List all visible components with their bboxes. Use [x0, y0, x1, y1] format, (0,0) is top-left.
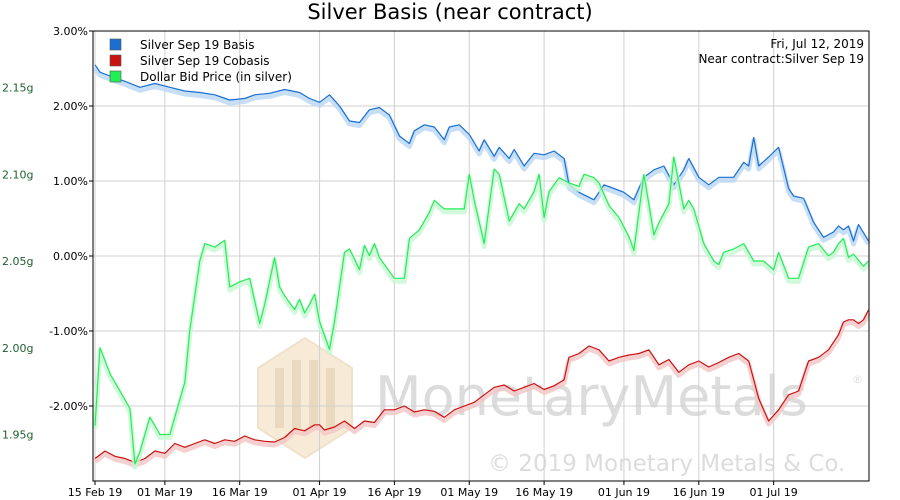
right-tick-label: 2.15g: [2, 82, 33, 95]
right-axis-ticks: 2.15g 2.10g 2.05g 2.00g 1.95g: [2, 82, 33, 442]
left-axis-ticks: 3.00% 2.00% 1.00% 0.00% -1.00% -2.00%: [49, 25, 93, 413]
right-tick-label: 2.10g: [2, 168, 33, 181]
series-line-3: [94, 156, 869, 465]
right-tick-label: 2.05g: [2, 255, 33, 268]
series-line-1: [94, 64, 870, 242]
legend-swatch: [109, 70, 122, 83]
left-tick-label: -2.00%: [49, 400, 88, 413]
annotation-date: Fri, Jul 12, 2019: [770, 37, 864, 51]
left-tick-label: 0.00%: [53, 250, 88, 263]
right-tick-label: 2.00g: [2, 342, 33, 355]
x-tick-label: 01 Jul 19: [750, 486, 798, 499]
x-tick-label: 01 Mar 19: [137, 486, 193, 499]
annotation: Fri, Jul 12, 2019 Near contract:Silver S…: [698, 37, 864, 66]
watermark-copyright: © 2019 Monetary Metals & Co.: [488, 451, 845, 477]
x-tick-label: 15 Feb 19: [68, 486, 122, 499]
x-tick-label: 01 Jun 19: [598, 486, 650, 499]
legend-label: Silver Sep 19 Basis: [140, 38, 254, 52]
series-shadow: [92, 66, 871, 247]
legend-label: Silver Sep 19 Cobasis: [140, 54, 270, 68]
left-tick-label: 2.00%: [53, 100, 88, 113]
series-line-2: [94, 309, 870, 463]
series-shadow: [93, 311, 871, 468]
left-tick-label: -1.00%: [49, 325, 88, 338]
legend-swatch: [109, 38, 122, 51]
x-tick-label: 16 Apr 19: [367, 486, 421, 499]
watermark-registered-mark: ®: [852, 373, 863, 386]
annotation-contract: Near contract:Silver Sep 19: [698, 52, 864, 66]
legend-swatch: [109, 54, 122, 67]
x-axis-ticks: 15 Feb 19 01 Mar 19 16 Mar 19 01 Apr 19 16 A…: [68, 481, 798, 499]
x-tick-label: 01 Apr 19: [293, 486, 347, 499]
x-tick-label: 01 May 19: [440, 486, 498, 499]
x-tick-label: 16 Jun 19: [673, 486, 725, 499]
series-layer: [92, 64, 871, 470]
legend-label: Dollar Bid Price (in silver): [140, 70, 292, 84]
left-tick-label: 3.00%: [53, 25, 88, 38]
x-tick-label: 16 Mar 19: [212, 486, 268, 499]
series-shadow: [92, 157, 871, 470]
x-tick-label: 16 May 19: [515, 486, 573, 499]
left-tick-label: 1.00%: [53, 175, 88, 188]
right-tick-label: 1.95g: [2, 429, 33, 442]
chart-title: Silver Basis (near contract): [307, 0, 592, 24]
gridlines: [93, 31, 869, 481]
legend: Silver Sep 19 Basis Silver Sep 19 Cobasis…: [109, 38, 292, 84]
